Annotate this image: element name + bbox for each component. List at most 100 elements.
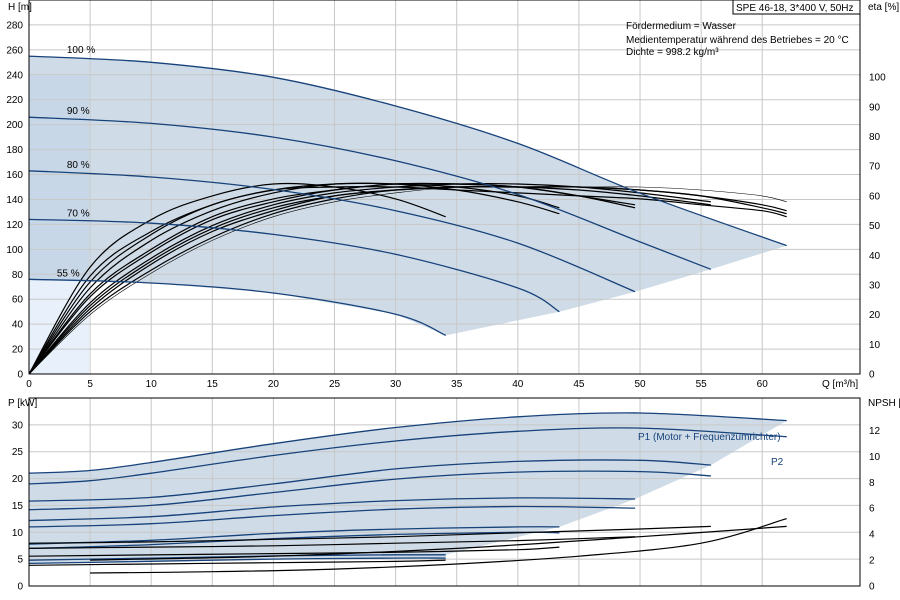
x-axis-label: Q [m³/h] bbox=[822, 379, 858, 390]
eta-tick-label: 30 bbox=[869, 280, 881, 291]
eta-tick-label: 40 bbox=[869, 251, 881, 262]
eta-tick-label: 50 bbox=[869, 221, 881, 232]
speed-label: 70 % bbox=[67, 208, 90, 219]
eta-tick-label: 100 bbox=[869, 73, 886, 84]
operating-range-area bbox=[29, 56, 787, 336]
npsh-tick-label: 6 bbox=[869, 504, 875, 515]
npsh-tick-label: 0 bbox=[869, 582, 875, 593]
power-curve bbox=[28, 427, 787, 485]
power-curve bbox=[28, 497, 636, 522]
x-tick-label: 10 bbox=[146, 379, 158, 390]
medium-note: Fördermedium = Wasser bbox=[626, 21, 737, 32]
head-efficiency-chart: 100 % 90 % 80 % 70 % 55 % 0 5 10 15 20 25 30 35 40 45… bbox=[6, 0, 899, 390]
npsh-curve bbox=[28, 546, 560, 557]
x-tick-label: 40 bbox=[512, 379, 524, 390]
density-note: Dichte = 998.2 kg/m³ bbox=[626, 47, 719, 58]
speed-label: 90 % bbox=[67, 106, 90, 117]
y-tick-label: 100 bbox=[6, 245, 23, 256]
x-tick-label: 5 bbox=[87, 379, 93, 390]
y-tick-label: 120 bbox=[6, 220, 23, 231]
power-npsh-chart: 0 5 10 15 20 25 30 0 2 4 6 8 10 12 P [kW] NPSH [m] P1… bbox=[8, 397, 900, 593]
y-tick-label: 80 bbox=[12, 270, 24, 281]
y-tick-label: 20 bbox=[12, 345, 24, 356]
npsh-curve bbox=[90, 525, 787, 561]
efficiency-curve bbox=[28, 186, 711, 375]
npsh-tick-label: 4 bbox=[869, 530, 875, 541]
p-tick-label: 20 bbox=[12, 474, 24, 485]
p-tick-label: 0 bbox=[17, 582, 23, 593]
p2-label: P2 bbox=[771, 457, 784, 468]
y-axis-label-eta: eta [%] bbox=[868, 2, 899, 13]
eta-tick-label: 80 bbox=[869, 132, 881, 143]
efficiency-curve bbox=[28, 183, 711, 375]
x-tick-label: 25 bbox=[329, 379, 341, 390]
npsh-tick-label: 2 bbox=[869, 556, 875, 567]
y-tick-label: 180 bbox=[6, 145, 23, 156]
tick-labels: 0 5 10 15 20 25 30 35 40 45 50 55 600204060801001201… bbox=[6, 20, 886, 390]
power-curve bbox=[28, 557, 446, 565]
power-curve bbox=[28, 412, 787, 474]
x-tick-label: 35 bbox=[451, 379, 463, 390]
p-tick-label: 5 bbox=[17, 555, 23, 566]
y-tick-label: 240 bbox=[6, 70, 23, 81]
eta-tick-label: 90 bbox=[869, 102, 881, 113]
eta-tick-label: 0 bbox=[869, 370, 875, 381]
power-curve bbox=[28, 505, 636, 528]
power-curve bbox=[28, 470, 711, 511]
x-tick-label: 50 bbox=[634, 379, 646, 390]
speed-label: 80 % bbox=[67, 160, 90, 171]
y-tick-label: 200 bbox=[6, 120, 23, 131]
npsh-curves bbox=[28, 518, 787, 574]
p-tick-label: 25 bbox=[12, 447, 24, 458]
npsh-tick-label: 10 bbox=[869, 452, 881, 463]
title-box bbox=[732, 0, 861, 15]
head-curve bbox=[28, 55, 787, 247]
head-curve bbox=[28, 218, 560, 313]
power-range-area bbox=[29, 412, 787, 564]
y-tick-label: 40 bbox=[12, 320, 24, 331]
efficiency-curve bbox=[28, 186, 787, 375]
speed-label: 100 % bbox=[67, 45, 95, 56]
x-tick-label: 20 bbox=[268, 379, 280, 390]
speed-label: 55 % bbox=[57, 268, 80, 279]
npsh-curve bbox=[28, 536, 636, 549]
x-tick-label: 15 bbox=[207, 379, 219, 390]
head-curves: 100 % 90 % 80 % 70 % 55 % bbox=[28, 45, 787, 336]
y-axis-label-p: P [kW] bbox=[8, 398, 37, 409]
p-tick-label: 15 bbox=[12, 501, 24, 512]
x-tick-label: 30 bbox=[390, 379, 402, 390]
y-tick-label: 280 bbox=[6, 20, 23, 31]
y-tick-label: 60 bbox=[12, 295, 24, 306]
eta-tick-label: 70 bbox=[869, 162, 881, 173]
plot-frame-lower bbox=[28, 397, 861, 587]
p1-label: P1 (Motor + Frequenzumrichter) bbox=[638, 432, 781, 443]
y-tick-label: 220 bbox=[6, 95, 23, 106]
temperature-note: Medientemperatur während des Betriebes =… bbox=[626, 35, 849, 46]
head-curve bbox=[28, 278, 446, 336]
y-tick-label: 0 bbox=[17, 370, 23, 381]
head-curve bbox=[28, 170, 636, 293]
power-curve bbox=[28, 459, 711, 502]
npsh-tick-label: 12 bbox=[869, 426, 881, 437]
y-tick-label: 140 bbox=[6, 195, 23, 206]
eta-tick-label: 60 bbox=[869, 191, 881, 202]
npsh-curve bbox=[28, 525, 711, 544]
y-axis-label-npsh: NPSH [m] bbox=[868, 398, 900, 409]
y-axis-label-h: H [m] bbox=[8, 2, 32, 13]
x-tick-label: 55 bbox=[696, 379, 708, 390]
eta-tick-label: 20 bbox=[869, 310, 881, 321]
y-tick-label: 160 bbox=[6, 170, 23, 181]
efficiency-curves bbox=[28, 182, 787, 375]
efficiency-curve bbox=[28, 182, 446, 375]
chart-title: SPE 46-18, 3*400 V, 50Hz bbox=[736, 3, 854, 14]
npsh-curve bbox=[90, 518, 787, 574]
x-tick-label: 0 bbox=[26, 379, 32, 390]
npsh-tick-label: 8 bbox=[869, 478, 875, 489]
head-curve bbox=[28, 116, 712, 270]
efficiency-curve bbox=[28, 182, 636, 375]
tick-labels-lower: 0 5 10 15 20 25 30 0 2 4 6 8 10 12 bbox=[12, 420, 881, 592]
eta-tick-label: 10 bbox=[869, 340, 881, 351]
power-curve bbox=[28, 526, 560, 545]
plot-frame bbox=[28, 0, 861, 375]
